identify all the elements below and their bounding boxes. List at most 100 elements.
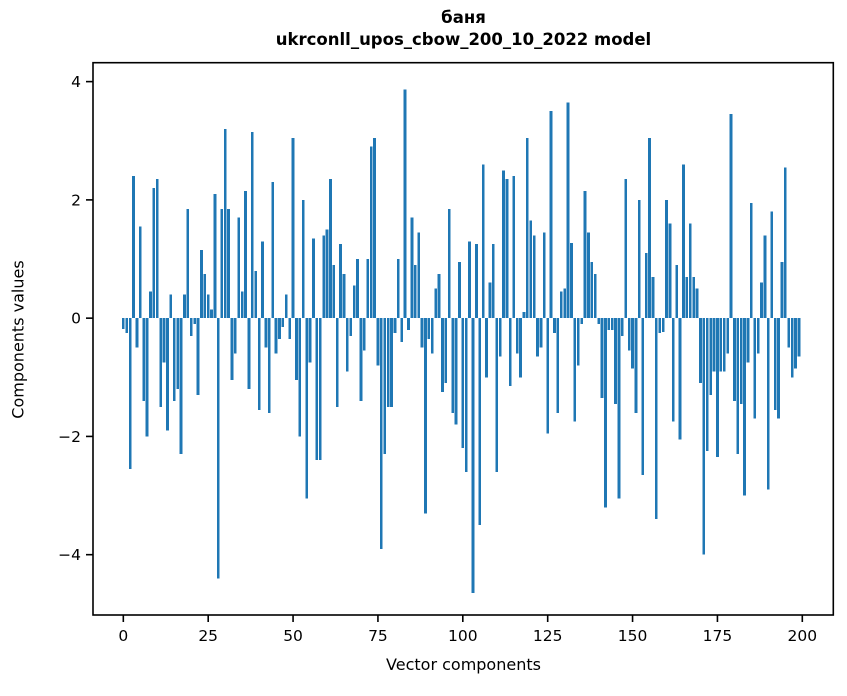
bar <box>787 318 791 348</box>
bar <box>468 241 471 319</box>
bar <box>386 318 390 407</box>
bar <box>699 318 702 384</box>
bar <box>128 318 132 469</box>
bar <box>654 318 658 520</box>
bar <box>291 137 295 319</box>
bar <box>427 318 431 339</box>
bar <box>210 309 213 319</box>
bar <box>186 208 190 319</box>
bar <box>451 318 454 413</box>
bar <box>773 318 777 410</box>
bar <box>671 318 675 422</box>
bar <box>760 282 763 319</box>
bar <box>366 259 370 319</box>
bar <box>278 318 281 339</box>
bar <box>342 273 346 319</box>
bar <box>322 235 325 319</box>
bar <box>261 241 264 319</box>
bar <box>505 179 509 319</box>
bar <box>335 318 339 407</box>
x-tick-label: 175 <box>703 627 733 645</box>
bar <box>485 318 488 378</box>
bar <box>743 318 746 496</box>
bar <box>183 294 186 319</box>
bar <box>298 318 302 437</box>
bar <box>420 318 424 348</box>
bar <box>369 146 373 319</box>
bar <box>675 264 679 319</box>
bar <box>559 291 563 319</box>
bar <box>583 191 587 319</box>
y-tick-label: 4 <box>71 73 81 91</box>
bar <box>750 202 753 319</box>
bar <box>189 318 193 336</box>
bar <box>590 261 594 319</box>
bar <box>220 208 224 319</box>
x-tick-label: 50 <box>283 627 303 645</box>
bar <box>267 318 271 413</box>
bar <box>519 318 522 378</box>
bar <box>536 318 539 357</box>
x-tick-label: 125 <box>533 627 563 645</box>
bar <box>424 318 427 514</box>
bar <box>777 318 780 419</box>
bar <box>593 273 597 319</box>
bar <box>600 318 604 398</box>
bar <box>508 318 512 387</box>
bar <box>281 318 285 328</box>
bar <box>237 217 241 319</box>
bar <box>668 223 672 319</box>
bar <box>529 220 533 319</box>
bar <box>152 188 156 319</box>
bar <box>356 259 359 319</box>
bar <box>437 273 441 319</box>
bar <box>614 318 617 404</box>
bar <box>532 235 536 319</box>
bar <box>797 318 801 357</box>
bar <box>756 318 760 354</box>
bar <box>346 318 349 372</box>
bar <box>413 264 417 319</box>
bar <box>288 318 292 339</box>
bar <box>464 318 468 472</box>
bar <box>481 164 485 319</box>
bar <box>695 288 699 319</box>
bar <box>573 318 577 422</box>
bar <box>688 223 692 319</box>
bar <box>682 164 685 319</box>
bar <box>678 318 682 440</box>
y-tick-label: 0 <box>71 310 81 328</box>
bar <box>753 318 757 419</box>
bar <box>621 318 624 336</box>
bar <box>661 318 665 332</box>
bar <box>217 318 220 579</box>
bar <box>607 318 611 330</box>
bar <box>213 193 217 319</box>
bar <box>546 318 550 434</box>
bar <box>488 282 492 319</box>
bar <box>295 318 298 381</box>
bar <box>454 318 458 425</box>
bar <box>132 176 135 319</box>
bar <box>617 318 621 499</box>
bar <box>142 318 146 401</box>
bar <box>227 208 230 319</box>
bar <box>587 232 590 319</box>
bar <box>542 232 546 319</box>
bar <box>726 318 729 354</box>
bar <box>665 199 668 319</box>
bar <box>492 244 495 319</box>
bar <box>783 167 787 319</box>
bar <box>363 318 366 351</box>
bar <box>159 318 163 407</box>
bar <box>522 312 526 319</box>
bar <box>441 318 444 393</box>
bar <box>780 261 784 319</box>
bar <box>230 318 234 381</box>
bar <box>176 318 179 390</box>
bar <box>162 318 166 363</box>
bar <box>332 264 336 319</box>
bar <box>396 259 400 319</box>
bar <box>627 318 631 351</box>
